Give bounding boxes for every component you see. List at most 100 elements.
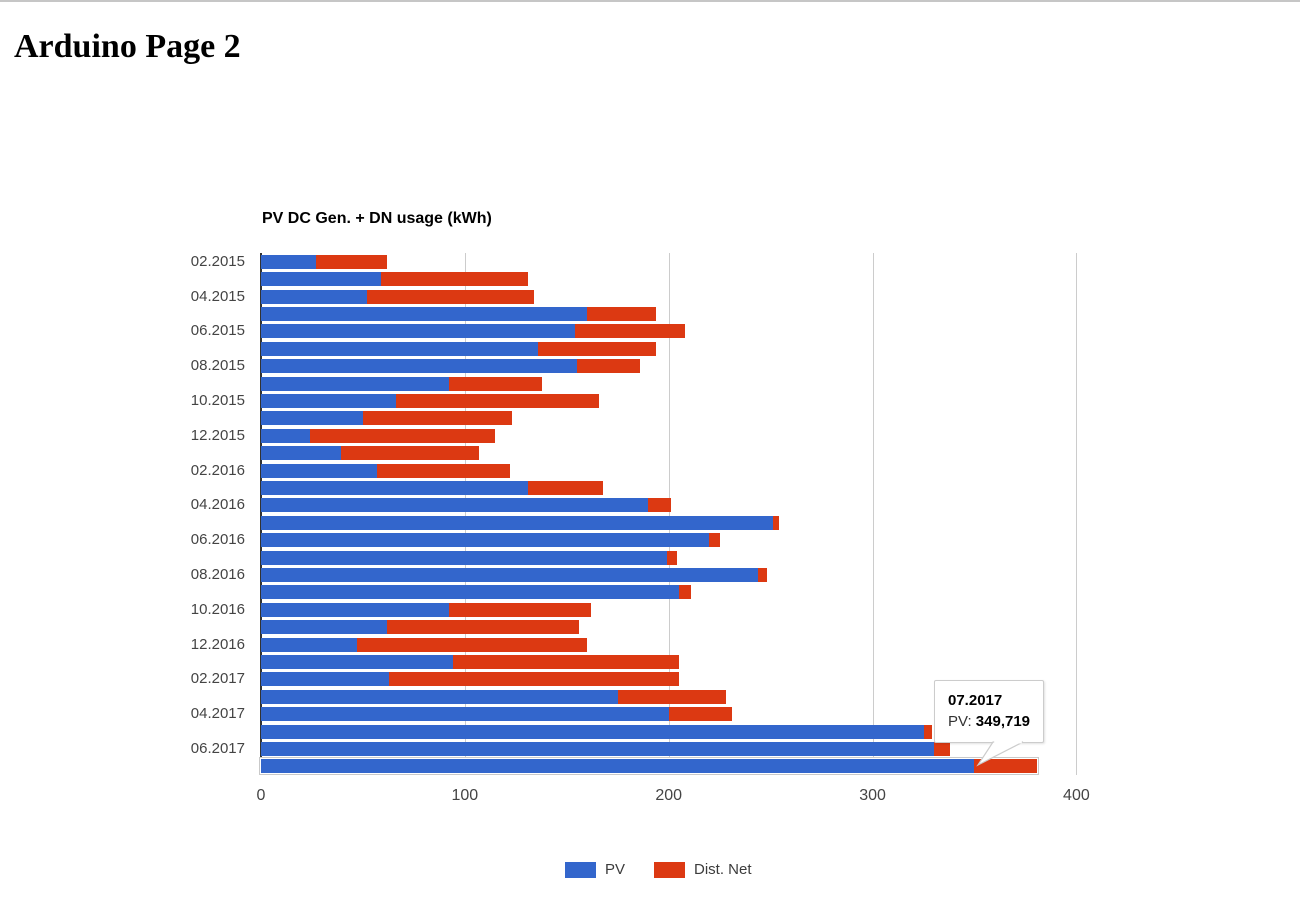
stacked-bar[interactable] <box>261 707 732 722</box>
dist-net-bar-segment[interactable] <box>340 446 480 461</box>
bar-row[interactable] <box>261 359 1160 374</box>
pv-bar-segment[interactable] <box>261 533 710 548</box>
pv-bar-segment[interactable] <box>261 411 363 426</box>
stacked-bar[interactable] <box>261 498 671 513</box>
pv-bar-segment[interactable] <box>261 689 618 704</box>
stacked-bar[interactable] <box>261 254 388 269</box>
highlighted-bar[interactable] <box>261 759 1038 774</box>
dist-net-bar-segment[interactable] <box>666 550 677 565</box>
bar-row[interactable] <box>261 411 1160 426</box>
stacked-bar[interactable] <box>261 741 951 756</box>
dist-net-bar-segment[interactable] <box>309 428 496 443</box>
bar-row[interactable] <box>261 654 1160 669</box>
pv-bar-segment[interactable] <box>261 272 382 287</box>
bar-row[interactable] <box>261 341 1160 356</box>
stacked-bar[interactable] <box>261 654 679 669</box>
pv-bar-segment[interactable] <box>261 515 773 530</box>
bar-row[interactable] <box>261 585 1160 600</box>
dist-net-bar-segment[interactable] <box>617 689 726 704</box>
pv-bar-segment[interactable] <box>261 707 669 722</box>
dist-net-bar-segment[interactable] <box>538 341 657 356</box>
dist-net-bar-segment[interactable] <box>452 654 679 669</box>
pv-bar-segment[interactable] <box>261 341 539 356</box>
bar-row[interactable] <box>261 463 1160 478</box>
stacked-bar[interactable] <box>261 324 685 339</box>
pv-bar-segment[interactable] <box>261 550 667 565</box>
stacked-bar[interactable] <box>261 550 677 565</box>
dist-net-bar-segment[interactable] <box>923 724 932 739</box>
pv-bar-segment[interactable] <box>261 672 390 687</box>
stacked-bar[interactable] <box>261 341 657 356</box>
stacked-bar[interactable] <box>261 515 779 530</box>
bar-row[interactable] <box>261 724 1160 739</box>
stacked-bar[interactable] <box>261 672 679 687</box>
pv-bar-segment[interactable] <box>261 359 577 374</box>
pv-bar-segment[interactable] <box>261 620 388 635</box>
dist-net-bar-segment[interactable] <box>933 741 951 756</box>
pv-bar-segment[interactable] <box>261 498 649 513</box>
pv-bar-segment[interactable] <box>261 585 679 600</box>
pv-bar-segment[interactable] <box>261 254 317 269</box>
pv-bar-segment[interactable] <box>261 446 341 461</box>
dist-net-bar-segment[interactable] <box>362 411 512 426</box>
stacked-bar[interactable] <box>261 480 604 495</box>
stacked-bar[interactable] <box>261 376 543 391</box>
bar-row[interactable] <box>261 533 1160 548</box>
dist-net-bar-segment[interactable] <box>587 306 657 321</box>
bar-row[interactable] <box>261 567 1160 582</box>
dist-net-bar-segment[interactable] <box>448 602 592 617</box>
stacked-bar[interactable] <box>261 637 588 652</box>
stacked-bar[interactable] <box>261 446 480 461</box>
dist-net-bar-segment[interactable] <box>316 254 388 269</box>
dist-net-bar-segment[interactable] <box>381 272 529 287</box>
bar-row[interactable] <box>261 672 1160 687</box>
stacked-bar[interactable] <box>261 272 529 287</box>
stacked-bar[interactable] <box>261 585 692 600</box>
dist-net-bar-segment[interactable] <box>389 672 679 687</box>
pv-bar-segment[interactable] <box>261 306 588 321</box>
stacked-bar[interactable] <box>261 411 512 426</box>
bar-row[interactable] <box>261 254 1160 269</box>
dist-net-bar-segment[interactable] <box>574 324 685 339</box>
stacked-bar[interactable] <box>261 306 657 321</box>
pv-bar-segment[interactable] <box>261 480 529 495</box>
pv-bar-segment[interactable] <box>261 602 449 617</box>
dist-net-bar-segment[interactable] <box>367 289 535 304</box>
stacked-bar[interactable] <box>261 724 932 739</box>
dist-net-bar-segment[interactable] <box>772 515 779 530</box>
pv-bar-segment[interactable] <box>261 759 974 774</box>
dist-net-bar-segment[interactable] <box>709 533 720 548</box>
bar-row[interactable] <box>261 498 1160 513</box>
stacked-bar[interactable] <box>261 393 600 408</box>
stacked-bar[interactable] <box>261 567 767 582</box>
stacked-bar[interactable] <box>261 428 496 443</box>
bar-row[interactable] <box>261 324 1160 339</box>
dist-net-bar-segment[interactable] <box>448 376 543 391</box>
dist-net-bar-segment[interactable] <box>395 393 600 408</box>
stacked-bar[interactable] <box>261 620 579 635</box>
bar-row[interactable] <box>261 272 1160 287</box>
dist-net-bar-segment[interactable] <box>648 498 671 513</box>
bar-row[interactable] <box>261 393 1160 408</box>
pv-bar-segment[interactable] <box>261 428 310 443</box>
pv-bar-segment[interactable] <box>261 741 934 756</box>
stacked-bar[interactable] <box>261 289 535 304</box>
pv-bar-segment[interactable] <box>261 463 378 478</box>
pv-bar-segment[interactable] <box>261 724 924 739</box>
pv-bar-segment[interactable] <box>261 654 453 669</box>
bar-row[interactable] <box>261 759 1160 774</box>
pv-bar-segment[interactable] <box>261 324 575 339</box>
bar-row[interactable] <box>261 550 1160 565</box>
dist-net-bar-segment[interactable] <box>387 620 579 635</box>
pv-bar-segment[interactable] <box>261 637 357 652</box>
pv-bar-segment[interactable] <box>261 567 759 582</box>
bar-row[interactable] <box>261 741 1160 756</box>
stacked-bar[interactable] <box>261 602 592 617</box>
dist-net-bar-segment[interactable] <box>528 480 604 495</box>
bar-row[interactable] <box>261 428 1160 443</box>
dist-net-bar-segment[interactable] <box>576 359 641 374</box>
dist-net-bar-segment[interactable] <box>758 567 767 582</box>
bar-row[interactable] <box>261 707 1160 722</box>
bar-row[interactable] <box>261 480 1160 495</box>
pv-bar-segment[interactable] <box>261 393 396 408</box>
